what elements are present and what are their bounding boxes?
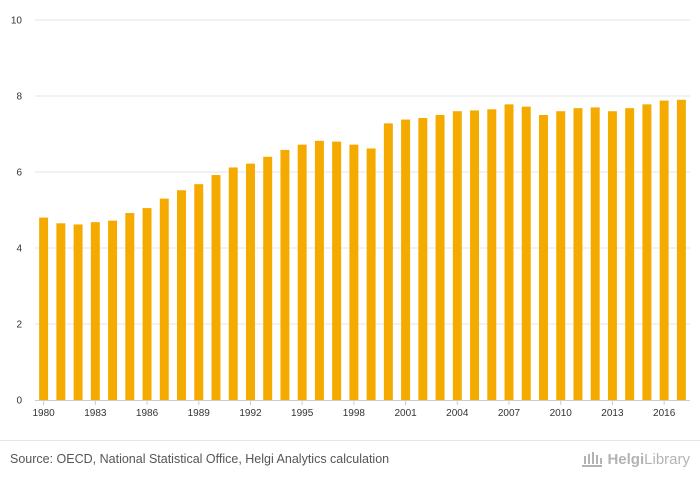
bar-1980: [39, 217, 49, 400]
bar-1981: [56, 223, 66, 400]
bar-1988: [177, 190, 186, 400]
y-tick-label: 10: [11, 16, 23, 27]
bar-2009: [539, 115, 548, 400]
bar-2016: [659, 100, 669, 400]
bar-1994: [280, 149, 290, 400]
x-tick-label: 1986: [136, 408, 159, 419]
x-tick-label: 2001: [394, 408, 417, 419]
x-tick-label: 2013: [601, 408, 624, 419]
bar-2015: [642, 104, 652, 401]
x-tick-label: 1980: [32, 408, 55, 419]
x-tick-label: 1995: [291, 408, 314, 419]
x-tick-label: 2016: [653, 408, 676, 419]
bar-1998: [349, 144, 359, 400]
helgi-library-logo: Helgi Library: [581, 450, 690, 468]
bar-2011: [573, 108, 583, 400]
logo-text-bold: Helgi: [607, 450, 645, 468]
bar-2014: [625, 108, 635, 400]
bar-2013: [607, 111, 617, 400]
bar-1986: [142, 208, 152, 400]
bar-1985: [125, 213, 135, 400]
x-tick-label: 2004: [446, 408, 469, 419]
bar-chart: 0 2 4 6 8 10 1980 1983 1986 1989 1992 1995 1998 2001…: [11, 16, 690, 419]
x-tick-label: 2010: [550, 408, 573, 419]
bar-2006: [487, 109, 497, 401]
library-building-icon: [582, 452, 603, 467]
bar-2002: [418, 118, 428, 400]
bar-1999: [366, 148, 376, 400]
y-tick-label: 8: [16, 92, 22, 103]
bar-1996: [314, 140, 324, 400]
bar-2012: [590, 107, 600, 401]
x-tick-label: 1983: [84, 408, 107, 419]
bar-1982: [73, 224, 83, 400]
y-axis-labels: 0 2 4 6 8 10: [11, 16, 23, 407]
bar-1983: [90, 222, 100, 400]
logo-text-light: Library: [644, 450, 690, 468]
bar-1995: [297, 144, 307, 400]
y-tick-label: 2: [16, 320, 22, 331]
x-tick-label: 1998: [343, 408, 366, 419]
bar-1992: [245, 163, 255, 400]
bar-1993: [263, 156, 273, 400]
x-tick-label: 1992: [239, 408, 262, 419]
bar-1990: [211, 175, 221, 400]
bar-2003: [435, 115, 445, 400]
bars: [39, 99, 686, 401]
bar-2010: [556, 111, 566, 400]
x-tick-label: 1989: [188, 408, 211, 419]
bar-2017: [676, 99, 686, 401]
bar-2008: [521, 106, 531, 400]
bar-1989: [194, 184, 204, 400]
bar-1984: [108, 220, 118, 400]
bar-1997: [332, 141, 342, 400]
x-axis-labels: 1980 1983 1986 1989 1992 1995 1998 2001 2004 2007…: [32, 400, 676, 419]
y-tick-label: 0: [16, 396, 22, 407]
source-note: Source: OECD, National Statistical Offic…: [10, 452, 390, 466]
y-tick-label: 6: [16, 168, 22, 179]
bar-1991: [228, 167, 238, 400]
y-tick-label: 4: [16, 244, 22, 255]
bar-2004: [452, 111, 462, 400]
x-tick-label: 2007: [498, 408, 521, 419]
bar-2001: [401, 119, 411, 400]
bar-2007: [504, 104, 514, 401]
bar-2005: [470, 110, 480, 400]
bar-1987: [159, 198, 169, 400]
footer-divider: [0, 440, 700, 441]
bar-2000: [383, 123, 393, 401]
